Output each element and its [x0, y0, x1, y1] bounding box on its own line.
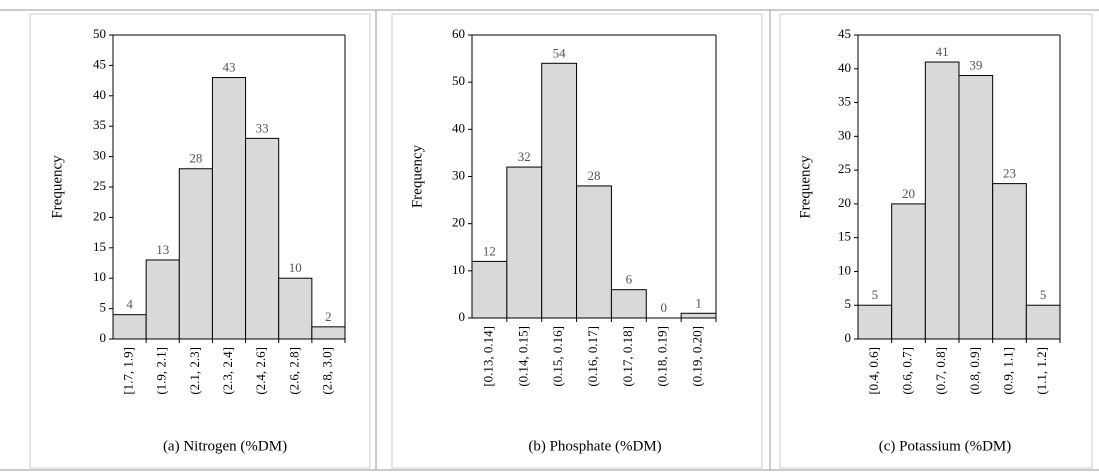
bar — [576, 185, 612, 319]
y-tick-label: 30 — [452, 167, 465, 182]
x-tick-label: (2.8, 3.0] — [319, 347, 334, 395]
bar — [245, 137, 280, 340]
value-label: 0 — [660, 300, 667, 315]
bar — [1025, 304, 1061, 340]
value-label: 43 — [223, 60, 236, 75]
value-label: 32 — [518, 149, 531, 164]
y-tick-label: 15 — [838, 229, 851, 244]
x-tick-label: (0.19, 0.20] — [690, 326, 705, 387]
value-label: 33 — [256, 120, 269, 135]
value-label: 23 — [1003, 166, 1016, 181]
y-tick-label: 35 — [93, 117, 106, 132]
x-axis-label: (a) Nitrogen (%DM) — [163, 438, 287, 454]
value-label: 5 — [1040, 287, 1047, 302]
x-axis-label: (c) Potassium (%DM) — [879, 438, 1011, 454]
y-tick-label: 5 — [100, 300, 107, 315]
y-tick-label: 30 — [93, 148, 106, 163]
y-tick-label: 20 — [838, 195, 851, 210]
x-tick-label: (1.9, 2.1] — [154, 347, 169, 395]
y-tick-label: 40 — [452, 120, 465, 135]
frame — [0, 9, 1099, 471]
y-tick-label: 10 — [452, 262, 465, 277]
value-label: 28 — [588, 168, 601, 183]
value-label: 2 — [325, 309, 332, 324]
x-tick-label: (0.8, 0.9] — [967, 347, 982, 395]
x-tick-label: (2.4, 2.6] — [253, 347, 268, 395]
value-label: 39 — [969, 58, 982, 73]
x-tick-label: (0.7, 0.8] — [933, 347, 948, 395]
value-label: 6 — [626, 272, 633, 287]
value-label: 13 — [156, 242, 169, 257]
y-tick-label: 15 — [93, 239, 106, 254]
y-tick-label: 0 — [100, 330, 107, 345]
x-tick-label: (2.3, 2.4] — [220, 347, 235, 395]
x-tick-label: (0.14, 0.15] — [515, 326, 530, 387]
x-tick-label: (0.16, 0.17] — [585, 326, 600, 387]
bar — [211, 77, 247, 340]
bar — [958, 75, 994, 340]
bar — [112, 314, 147, 340]
x-tick-label: (0.18, 0.19] — [655, 326, 670, 387]
value-label: 28 — [189, 151, 202, 166]
y-tick-label: 40 — [838, 60, 851, 75]
y-tick-label: 20 — [452, 215, 465, 230]
x-axis-label: (b) Phosphate (%DM) — [528, 438, 661, 454]
y-tick-label: 45 — [838, 26, 851, 41]
value-label: 41 — [936, 44, 949, 59]
bar — [311, 326, 346, 340]
y-tick-label: 35 — [838, 94, 851, 109]
value-label: 4 — [126, 297, 133, 312]
bar — [857, 304, 893, 340]
x-tick-label: (0.6, 0.7] — [899, 347, 914, 395]
y-tick-label: 40 — [93, 87, 106, 102]
y-tick-label: 5 — [845, 296, 852, 311]
bar — [471, 260, 508, 319]
x-tick-label: (0.15, 0.16] — [550, 326, 565, 387]
x-tick-label: (1.1, 1.2] — [1034, 347, 1049, 395]
y-tick-label: 25 — [93, 178, 106, 193]
bar — [145, 259, 180, 340]
y-axis-label: Frequency — [797, 155, 813, 219]
y-tick-label: 45 — [93, 56, 106, 71]
y-tick-label: 0 — [845, 330, 852, 345]
y-tick-label: 25 — [838, 161, 851, 176]
x-tick-label: (0.9, 1.1] — [1000, 347, 1015, 395]
bar — [680, 312, 717, 319]
y-tick-label: 0 — [459, 309, 466, 324]
x-tick-label: [0.13, 0.14] — [480, 326, 495, 387]
bar — [278, 277, 313, 340]
y-tick-label: 50 — [452, 73, 465, 88]
bar — [178, 168, 213, 340]
bar — [610, 289, 647, 319]
value-label: 10 — [289, 260, 302, 275]
y-axis-label: Frequency — [49, 155, 65, 219]
value-label: 1 — [695, 295, 702, 310]
y-axis-label: Frequency — [409, 144, 425, 208]
bar — [541, 62, 578, 319]
y-tick-label: 20 — [93, 208, 106, 223]
y-tick-label: 30 — [838, 127, 851, 142]
x-tick-label: (0.17, 0.18] — [620, 326, 635, 387]
x-tick-label: [1.7, 1.9] — [121, 347, 136, 395]
value-label: 5 — [872, 287, 879, 302]
x-tick-label: (2.1, 2.3] — [187, 347, 202, 395]
bar — [891, 203, 926, 340]
value-label: 12 — [483, 243, 496, 258]
y-tick-label: 50 — [93, 26, 106, 41]
value-label: 20 — [902, 186, 915, 201]
y-tick-label: 10 — [93, 269, 106, 284]
bar — [924, 61, 960, 340]
y-tick-label: 60 — [452, 26, 465, 41]
bar — [506, 166, 543, 319]
x-tick-label: (2.6, 2.8] — [286, 347, 301, 395]
value-label: 54 — [553, 45, 567, 60]
y-tick-label: 10 — [838, 262, 851, 277]
bar — [992, 183, 1027, 340]
x-tick-label: [0.4, 0.6] — [866, 347, 881, 395]
